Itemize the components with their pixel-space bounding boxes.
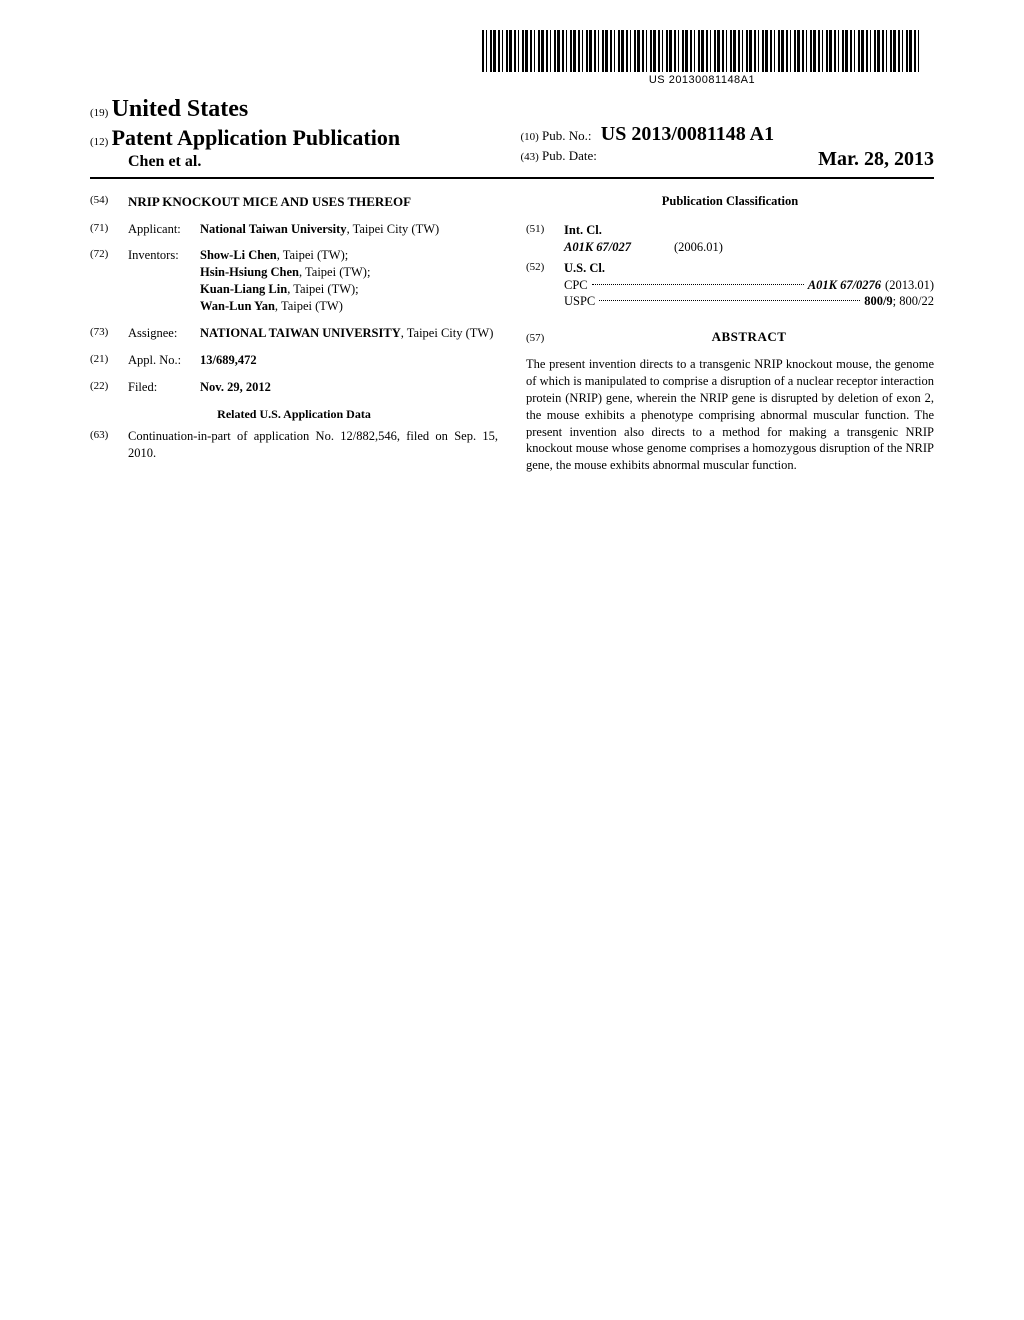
- applicant-name: National Taiwan University: [200, 222, 347, 236]
- cpc-value: A01K 67/0276: [808, 277, 881, 294]
- assignee-label: Assignee:: [128, 325, 200, 342]
- related-heading: Related U.S. Application Data: [90, 406, 498, 422]
- right-column: Publication Classification (51) Int. Cl.…: [526, 193, 934, 474]
- colum�s: (54) NRIP KNOCKOUT MICE AND USES THEREOF…: [90, 193, 934, 474]
- header-rule: [90, 177, 934, 179]
- assignee-field: (73) Assignee: NATIONAL TAIWAN UNIVERSIT…: [90, 325, 498, 342]
- applicant-body: National Taiwan University, Taipei City …: [200, 221, 498, 238]
- header-left: (19) United States (12) Patent Applicati…: [90, 96, 504, 171]
- pub-no-code: (10): [520, 131, 538, 143]
- uscl-code: (52): [526, 260, 564, 277]
- country-code: (19): [90, 107, 108, 119]
- intcl-ver: (2006.01): [674, 239, 934, 256]
- cpc-year: (2013.01): [885, 277, 934, 294]
- filed-field: (22) Filed: Nov. 29, 2012: [90, 379, 498, 396]
- left-column: (54) NRIP KNOCKOUT MICE AND USES THEREOF…: [90, 193, 498, 474]
- title-code: (54): [90, 193, 128, 211]
- cpc-dots: [592, 284, 804, 285]
- header: (19) United States (12) Patent Applicati…: [90, 96, 934, 171]
- inventor-1-loc: , Taipei (TW);: [277, 248, 348, 262]
- pub-type: Patent Application Publication: [112, 125, 400, 150]
- abstract-heading-row: (57) ABSTRACT: [526, 328, 934, 346]
- assignee-code: (73): [90, 325, 128, 342]
- intcl-line: (51) Int. Cl.: [526, 222, 934, 239]
- pub-no: US 2013/0081148 A1: [601, 123, 774, 145]
- pub-date: Mar. 28, 2013: [818, 148, 934, 171]
- uscl-line: (52) U.S. Cl.: [526, 260, 934, 277]
- inventors-field: (72) Inventors: Show-Li Chen, Taipei (TW…: [90, 247, 498, 315]
- inventor-4-loc: , Taipei (TW): [275, 299, 343, 313]
- intcl-key: A01K 67/027: [564, 239, 674, 256]
- inventor-2: Hsin-Hsiung Chen: [200, 265, 299, 279]
- inventor-3-loc: , Taipei (TW);: [287, 282, 358, 296]
- abstract-body: The present invention directs to a trans…: [526, 356, 934, 474]
- applicant-loc: , Taipei City (TW): [347, 222, 440, 236]
- applno-field: (21) Appl. No.: 13/689,472: [90, 352, 498, 369]
- assignee-name: NATIONAL TAIWAN UNIVERSITY: [200, 326, 401, 340]
- inventor-4: Wan-Lun Yan: [200, 299, 275, 313]
- patent-page: US 20130081148A1 (19) United States (12)…: [0, 0, 1024, 504]
- country-name: United States: [112, 96, 249, 122]
- country-line: (19) United States: [90, 96, 504, 123]
- filed-value: Nov. 29, 2012: [200, 379, 498, 396]
- pub-type-line: (12) Patent Application Publication: [90, 125, 504, 151]
- continuation-field: (63) Continuation-in-part of application…: [90, 428, 498, 462]
- intcl-row: A01K 67/027 (2006.01): [526, 239, 934, 256]
- barcode-stripes: [482, 30, 922, 72]
- abstract-code: (57): [526, 331, 564, 346]
- applicant-field: (71) Applicant: National Taiwan Universi…: [90, 221, 498, 238]
- uspc-dots: [599, 300, 860, 301]
- pub-no-line: (10) Pub. No.: US 2013/0081148 A1: [520, 123, 934, 146]
- filed-label: Filed:: [128, 379, 200, 396]
- inventor-2-loc: , Taipei (TW);: [299, 265, 370, 279]
- uspc-value: 800/9: [864, 293, 892, 310]
- intcl-code: (51): [526, 222, 564, 239]
- applno-value: 13/689,472: [200, 352, 498, 369]
- barcode-text: US 20130081148A1: [482, 74, 922, 86]
- cpc-label: CPC: [564, 277, 588, 294]
- authors-short: Chen et al.: [90, 153, 504, 171]
- continuation-code: (63): [90, 428, 128, 462]
- intcl-label: Int. Cl.: [564, 222, 934, 239]
- classification-heading: Publication Classification: [526, 193, 934, 210]
- pub-type-code: (12): [90, 136, 108, 148]
- inventor-3: Kuan-Liang Lin: [200, 282, 287, 296]
- applicant-label: Applicant:: [128, 221, 200, 238]
- inventor-1: Show-Li Chen: [200, 248, 277, 262]
- title-field: (54) NRIP KNOCKOUT MICE AND USES THEREOF: [90, 193, 498, 211]
- assignee-loc: , Taipei City (TW): [401, 326, 494, 340]
- filed-code: (22): [90, 379, 128, 396]
- barcode: US 20130081148A1: [482, 30, 922, 86]
- title-text: NRIP KNOCKOUT MICE AND USES THEREOF: [128, 193, 498, 211]
- header-right: (10) Pub. No.: US 2013/0081148 A1 (43) P…: [520, 123, 934, 171]
- continuation-text: Continuation-in-part of application No. …: [128, 428, 498, 462]
- pub-date-line: (43) Pub. Date: Mar. 28, 2013: [520, 148, 934, 164]
- applicant-code: (71): [90, 221, 128, 238]
- pub-date-label: Pub. Date:: [542, 148, 597, 163]
- applno-code: (21): [90, 352, 128, 369]
- uspc-value2: ; 800/22: [893, 293, 934, 310]
- assignee-body: NATIONAL TAIWAN UNIVERSITY, Taipei City …: [200, 325, 498, 342]
- inventors-body: Show-Li Chen, Taipei (TW); Hsin-Hsiung C…: [200, 247, 498, 315]
- inventors-code: (72): [90, 247, 128, 315]
- barcode-region: US 20130081148A1: [470, 30, 934, 88]
- applno-label: Appl. No.:: [128, 352, 200, 369]
- inventors-label: Inventors:: [128, 247, 200, 315]
- uscl-label: U.S. Cl.: [564, 260, 934, 277]
- pub-no-label: Pub. No.:: [542, 128, 591, 143]
- uspc-label: USPC: [564, 293, 595, 310]
- cpc-row: CPC A01K 67/0276 (2013.01): [526, 277, 934, 294]
- abstract-heading: ABSTRACT: [564, 328, 934, 346]
- uspc-row: USPC 800/9; 800/22: [526, 293, 934, 310]
- pub-date-code: (43): [520, 151, 538, 163]
